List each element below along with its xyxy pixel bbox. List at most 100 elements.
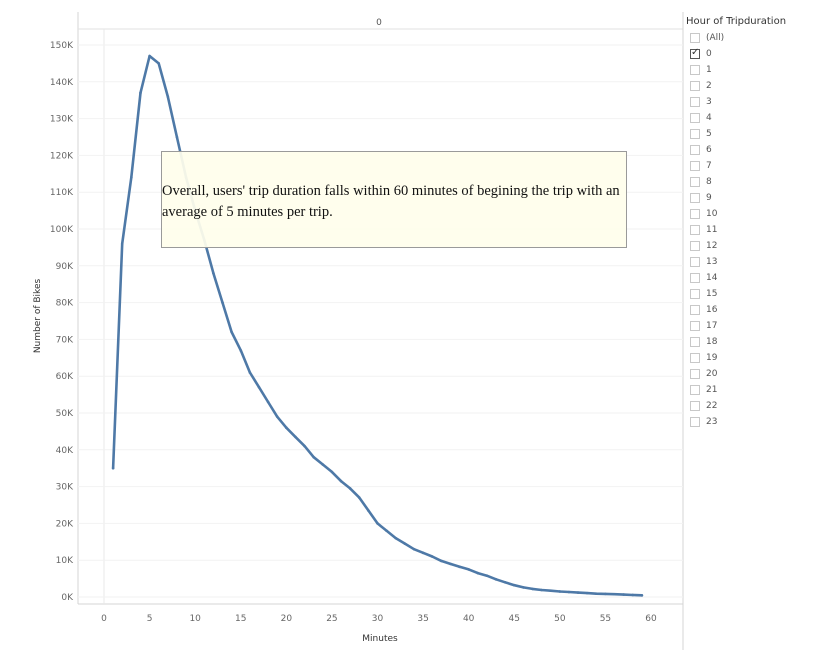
filter-option[interactable]: 16 (686, 302, 806, 318)
filter-option[interactable]: 23 (686, 414, 806, 430)
filter-checkbox[interactable] (690, 65, 700, 75)
data-point[interactable] (522, 586, 525, 589)
filter-checkbox[interactable] (690, 193, 700, 203)
data-point[interactable] (120, 242, 124, 246)
filter-option[interactable]: 19 (686, 350, 806, 366)
filter-option[interactable]: (All) (686, 30, 806, 46)
filter-checkbox[interactable] (690, 33, 700, 43)
filter-option[interactable]: 0 (686, 46, 806, 62)
filter-checkbox[interactable] (690, 417, 700, 427)
data-point[interactable] (230, 330, 233, 334)
data-point[interactable] (275, 415, 279, 418)
data-point[interactable] (567, 590, 571, 594)
filter-option[interactable]: 5 (686, 126, 806, 142)
filter-checkbox[interactable] (690, 145, 700, 155)
filter-option[interactable]: 11 (686, 222, 806, 238)
data-point[interactable] (585, 591, 589, 595)
data-point[interactable] (549, 589, 553, 593)
data-point[interactable] (540, 588, 543, 592)
data-point[interactable] (221, 301, 224, 304)
data-point[interactable] (303, 444, 306, 448)
filter-option[interactable]: 17 (686, 318, 806, 334)
data-point[interactable] (248, 371, 252, 374)
filter-option[interactable]: 2 (686, 78, 806, 94)
filter-option[interactable]: 10 (686, 206, 806, 222)
filter-option[interactable]: 8 (686, 174, 806, 190)
data-point[interactable] (312, 455, 315, 459)
filter-checkbox[interactable] (690, 289, 700, 299)
data-point[interactable] (640, 594, 644, 597)
data-point[interactable] (467, 568, 470, 571)
data-point[interactable] (357, 496, 361, 499)
filter-option[interactable]: 18 (686, 334, 806, 350)
filter-checkbox[interactable] (690, 47, 700, 59)
data-point[interactable] (421, 551, 425, 555)
data-point[interactable] (412, 547, 416, 551)
data-point[interactable] (631, 593, 635, 597)
filter-option[interactable]: 12 (686, 238, 806, 254)
filter-option[interactable]: 15 (686, 286, 806, 302)
data-point[interactable] (130, 176, 133, 179)
filter-checkbox[interactable] (690, 177, 700, 187)
filter-option[interactable]: 20 (686, 366, 806, 382)
filter-option[interactable]: 7 (686, 158, 806, 174)
filter-checkbox[interactable] (690, 273, 700, 283)
filter-option[interactable]: 6 (686, 142, 806, 158)
data-point[interactable] (458, 565, 461, 569)
data-point[interactable] (111, 466, 115, 470)
filter-checkbox[interactable] (690, 401, 700, 411)
filter-checkbox[interactable] (690, 81, 700, 91)
data-point[interactable] (212, 271, 215, 275)
data-point[interactable] (321, 463, 325, 466)
data-point[interactable] (294, 435, 297, 439)
series-line[interactable] (111, 54, 644, 597)
filter-option[interactable]: 4 (686, 110, 806, 126)
filter-option[interactable]: 13 (686, 254, 806, 270)
filter-checkbox[interactable] (690, 353, 700, 363)
data-point[interactable] (376, 522, 379, 525)
data-point[interactable] (485, 574, 489, 577)
filter-checkbox[interactable] (690, 97, 700, 107)
data-point[interactable] (430, 555, 434, 558)
data-point[interactable] (604, 592, 607, 596)
filter-checkbox[interactable] (690, 337, 700, 347)
filter-checkbox[interactable] (690, 209, 700, 219)
data-point[interactable] (476, 571, 480, 575)
data-point[interactable] (558, 590, 562, 593)
filter-option[interactable]: 9 (686, 190, 806, 206)
filter-checkbox[interactable] (690, 241, 700, 251)
data-point[interactable] (531, 587, 534, 591)
data-point[interactable] (440, 559, 443, 563)
data-point[interactable] (285, 426, 288, 430)
data-point[interactable] (348, 487, 352, 490)
data-point[interactable] (339, 479, 343, 483)
data-point[interactable] (175, 135, 179, 139)
data-point[interactable] (157, 62, 160, 65)
data-point[interactable] (257, 385, 261, 389)
data-point[interactable] (512, 583, 516, 587)
data-point[interactable] (394, 536, 398, 540)
data-point[interactable] (576, 591, 580, 594)
filter-checkbox[interactable] (690, 161, 700, 171)
filter-checkbox[interactable] (690, 385, 700, 395)
filter-checkbox[interactable] (690, 225, 700, 235)
data-point[interactable] (385, 529, 388, 533)
filter-option[interactable]: 21 (686, 382, 806, 398)
data-point[interactable] (166, 95, 170, 98)
filter-checkbox[interactable] (690, 369, 700, 379)
filter-option[interactable]: 1 (686, 62, 806, 78)
data-point[interactable] (449, 562, 452, 566)
data-point[interactable] (494, 578, 498, 581)
data-point[interactable] (613, 592, 616, 596)
filter-option[interactable]: 22 (686, 398, 806, 414)
data-point[interactable] (403, 542, 407, 545)
filter-checkbox[interactable] (690, 257, 700, 267)
series-layer[interactable] (111, 54, 644, 597)
data-point[interactable] (330, 470, 334, 474)
filter-checkbox[interactable] (690, 305, 700, 315)
filter-checkbox[interactable] (690, 321, 700, 331)
data-point[interactable] (503, 580, 507, 584)
data-point[interactable] (622, 593, 625, 596)
data-point[interactable] (367, 509, 370, 512)
filter-option[interactable]: 14 (686, 270, 806, 286)
